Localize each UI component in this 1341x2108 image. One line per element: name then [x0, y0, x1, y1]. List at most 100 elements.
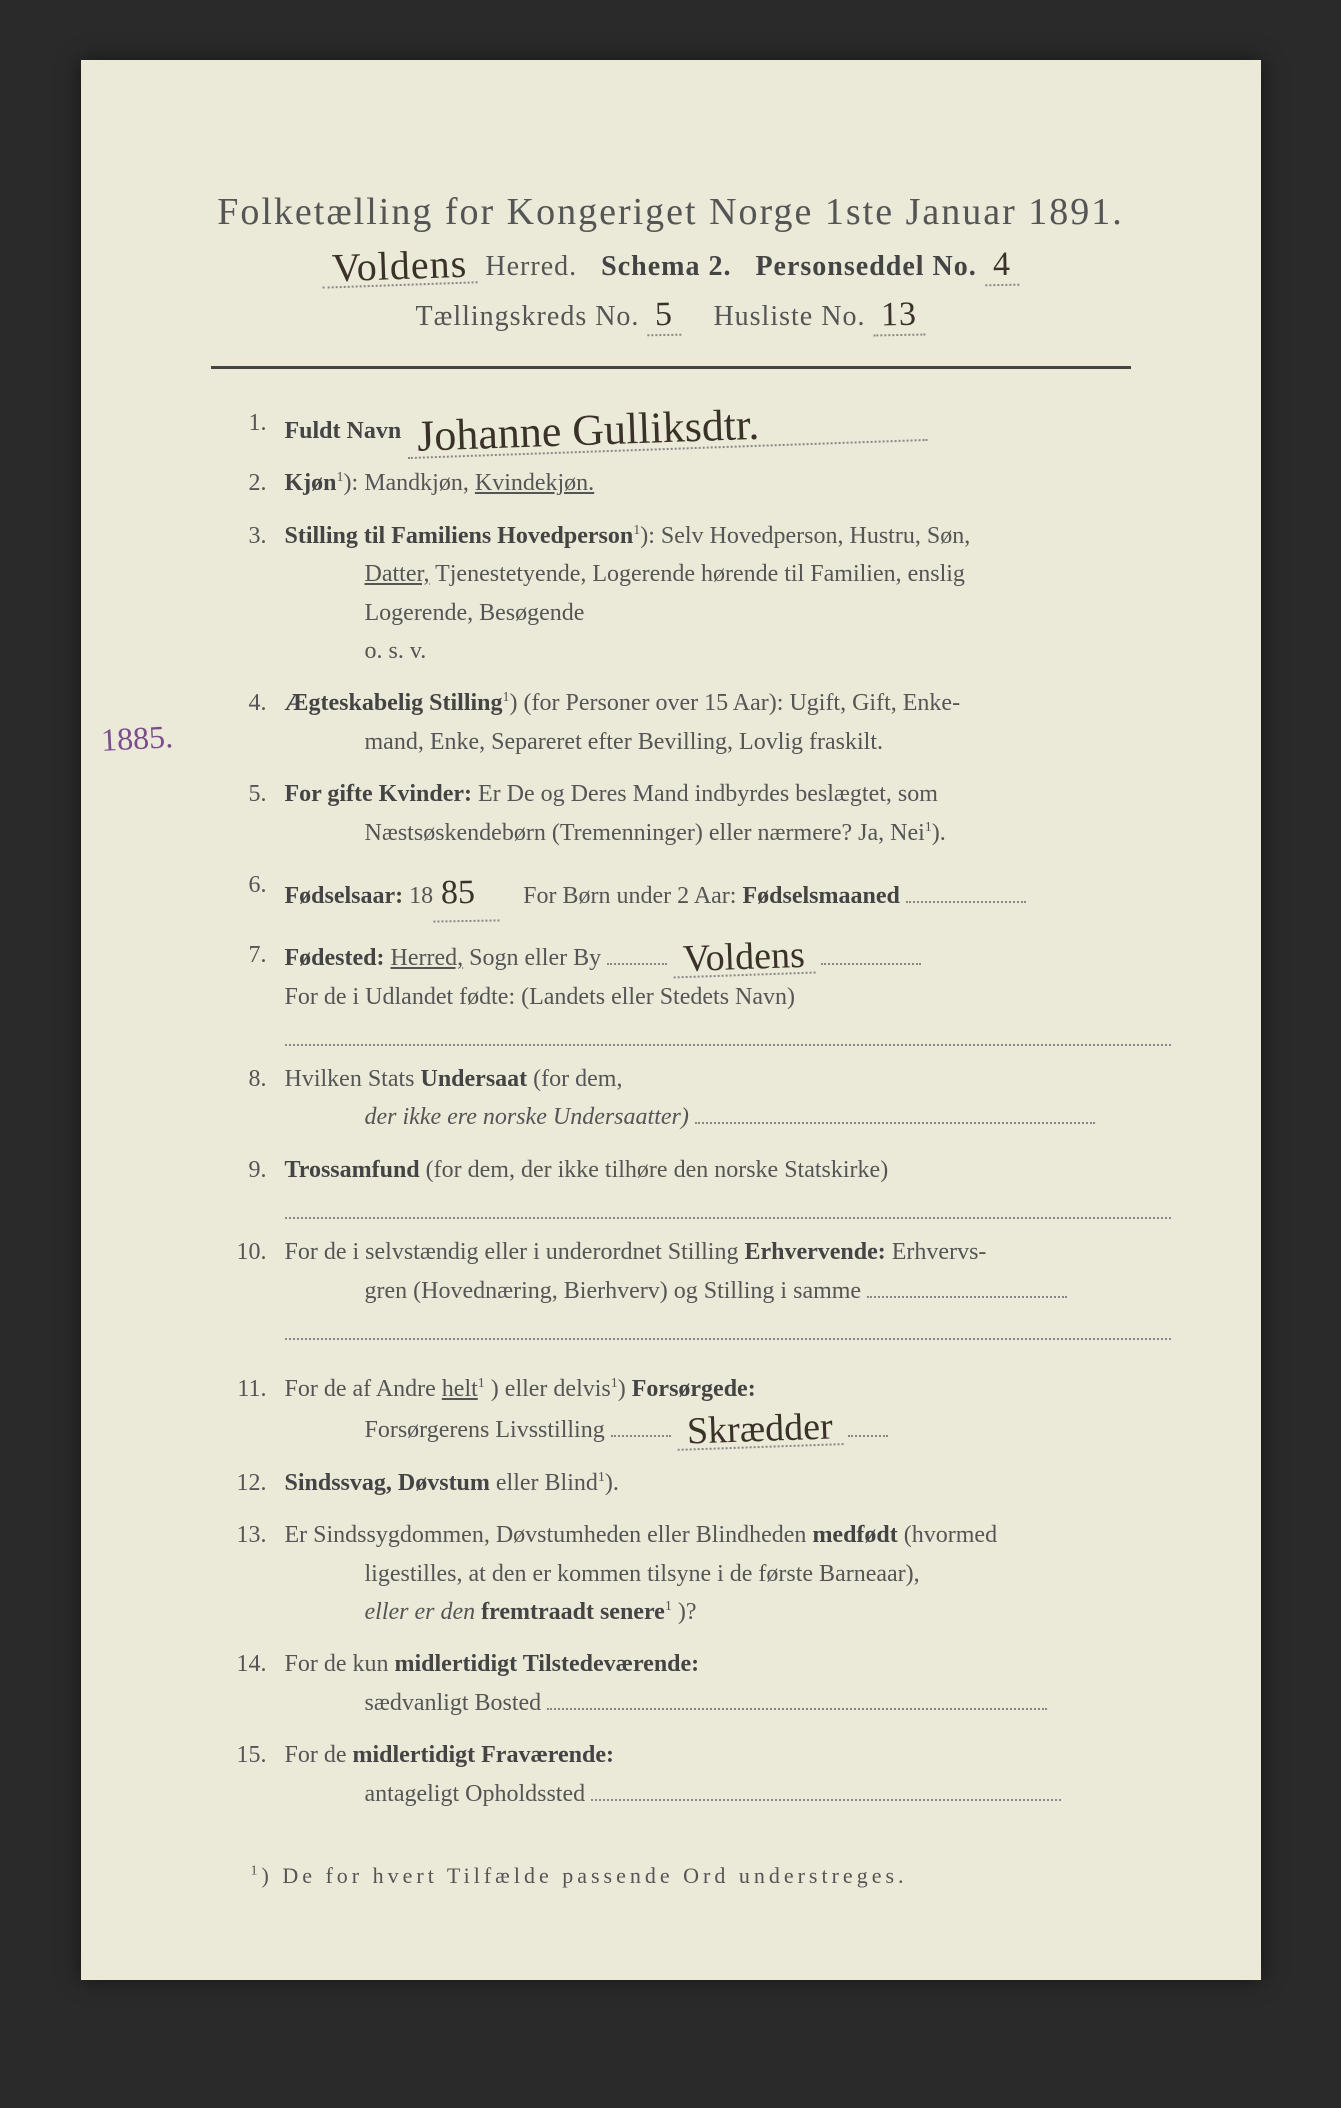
- field-11-blank1: [611, 1435, 671, 1437]
- field-13-text1: Er Sindssygdommen, Døvstumheden eller Bl…: [285, 1522, 813, 1548]
- footnote-sup: 1: [251, 1864, 262, 1879]
- field-8-text1: Hvilken Stats: [285, 1066, 421, 1092]
- field-11-sup1: 1: [478, 1376, 485, 1391]
- field-7-text1: Sogn eller By: [469, 945, 601, 971]
- header-line-2: Voldens Herred. Schema 2. Personseddel N…: [171, 244, 1171, 286]
- field-2: 2. Kjøn1): Mandkjøn, Kvindekjøn.: [221, 464, 1171, 502]
- field-1-value: Johanne Gulliksdtr.: [407, 399, 928, 459]
- field-11-helt: helt: [442, 1376, 478, 1402]
- field-12: 12. Sindssvag, Døvstum eller Blind1).: [221, 1464, 1171, 1502]
- main-title: Folketælling for Kongeriget Norge 1ste J…: [171, 190, 1171, 234]
- field-13-text4: eller er den: [365, 1599, 482, 1625]
- field-5-text1: Er De og Deres Mand indbyrdes beslægtet,…: [478, 781, 938, 807]
- field-2-sup: 1: [337, 470, 344, 485]
- field-13-label2: fremtraadt senere: [481, 1599, 665, 1625]
- field-5-num: 5.: [221, 775, 285, 813]
- field-4: 4. Ægteskabelig Stilling1) (for Personer…: [221, 684, 1171, 761]
- field-4-text2: mand, Enke, Separeret efter Bevilling, L…: [365, 729, 884, 755]
- header-line-3: Tællingskreds No. 5 Husliste No. 13: [171, 296, 1171, 336]
- field-3-line2: Tjenestetyende, Logerende hørende til Fa…: [435, 561, 965, 587]
- field-11-text1: For de af Andre: [285, 1376, 442, 1402]
- field-14-label: midlertidigt Tilstedeværende:: [395, 1651, 700, 1677]
- field-9-label: Trossamfund: [285, 1157, 420, 1183]
- field-6-blank: [906, 901, 1026, 903]
- footnote-text: ) De for hvert Tilfælde passende Ord und…: [262, 1863, 908, 1888]
- field-7-line: [285, 1022, 1171, 1046]
- field-7-num: 7.: [221, 936, 285, 974]
- footnote: 1) De for hvert Tilfælde passende Ord un…: [251, 1863, 1171, 1889]
- field-1: 1. Fuldt Navn Johanne Gulliksdtr.: [221, 404, 1171, 450]
- field-5-label: For gifte Kvinder:: [285, 781, 473, 807]
- field-15-label: midlertidigt Fraværende:: [353, 1742, 615, 1768]
- field-7-blank2: [821, 963, 921, 965]
- field-11-label: Forsørgede:: [632, 1376, 756, 1402]
- form-header: Folketælling for Kongeriget Norge 1ste J…: [171, 190, 1171, 336]
- field-6-label2: Fødselsmaaned: [742, 883, 899, 909]
- field-15-blank: [591, 1799, 1061, 1801]
- field-10: 10. For de i selvstændig eller i underor…: [221, 1233, 1171, 1340]
- field-11: 11. For de af Andre helt1 ) eller delvis…: [221, 1370, 1171, 1450]
- field-11-text2: ) eller delvis: [491, 1376, 611, 1402]
- kreds-label: Tællingskreds No.: [416, 301, 640, 332]
- field-5-sup: 1: [925, 820, 932, 835]
- field-6-text2: For Børn under 2 Aar:: [523, 883, 736, 909]
- field-7-label: Fødested:: [285, 945, 385, 971]
- field-10-text3: gren (Hovednæring, Bierhverv) og Stillin…: [365, 1278, 862, 1304]
- schema-label: Schema 2.: [601, 251, 731, 282]
- field-13-label1: medfødt: [812, 1522, 897, 1548]
- field-2-label: Kjøn: [285, 470, 337, 496]
- husliste-value: 13: [873, 296, 926, 337]
- field-7: 7. Fødested: Herred, Sogn eller By Volde…: [221, 936, 1171, 1046]
- field-4-num: 4.: [221, 684, 285, 722]
- divider-rule: [211, 366, 1131, 369]
- field-13-num: 13.: [221, 1516, 285, 1554]
- field-7-selected: Herred,: [390, 945, 463, 971]
- field-10-num: 10.: [221, 1233, 285, 1271]
- field-7-text2: For de i Udlandet fødte: (Landets eller …: [285, 984, 796, 1010]
- field-11-sup2: 1: [611, 1376, 618, 1391]
- field-14-text2: sædvanligt Bosted: [365, 1690, 542, 1716]
- field-7-blank1: [607, 963, 667, 965]
- field-8-text2: (for dem,: [533, 1066, 622, 1092]
- field-9-line: [285, 1195, 1171, 1219]
- field-6-year: 85: [433, 865, 500, 923]
- field-6-prefix: 18: [409, 883, 433, 909]
- field-4-text1: (for Personer over 15 Aar): Ugift, Gift,…: [524, 690, 961, 716]
- field-9-text: (for dem, der ikke tilhøre den norske St…: [426, 1157, 889, 1183]
- field-15-text1: For de: [285, 1742, 353, 1768]
- personseddel-value: 4: [984, 246, 1019, 287]
- field-3-num: 3.: [221, 517, 285, 555]
- field-2-num: 2.: [221, 464, 285, 502]
- field-12-num: 12.: [221, 1464, 285, 1502]
- field-13-text5: )?: [678, 1599, 697, 1625]
- field-12-label: Sindssvag, Døvstum: [285, 1470, 490, 1496]
- field-3: 3. Stilling til Familiens Hovedperson1):…: [221, 517, 1171, 671]
- field-8-label: Undersaat: [421, 1066, 528, 1092]
- field-14: 14. For de kun midlertidigt Tilstedevære…: [221, 1645, 1171, 1722]
- field-12-sup: 1: [598, 1470, 605, 1485]
- field-2-options: Mandkjøn,: [364, 470, 475, 496]
- field-14-text1: For de kun: [285, 1651, 395, 1677]
- form-fields: 1. Fuldt Navn Johanne Gulliksdtr. 2. Kjø…: [221, 404, 1171, 1813]
- field-14-blank: [547, 1708, 1047, 1710]
- field-8-blank: [695, 1122, 1095, 1124]
- field-7-value: Voldens: [673, 938, 816, 979]
- field-10-label: Erhvervende:: [744, 1239, 885, 1265]
- kreds-value: 5: [647, 296, 682, 337]
- field-6-num: 6.: [221, 866, 285, 904]
- field-10-text2: Erhvervs-: [892, 1239, 987, 1265]
- field-9-num: 9.: [221, 1151, 285, 1189]
- field-15: 15. For de midlertidigt Fraværende: anta…: [221, 1736, 1171, 1813]
- field-15-text2: antageligt Opholdssted: [365, 1781, 586, 1807]
- field-14-num: 14.: [221, 1645, 285, 1683]
- census-form-page: 1885. Folketælling for Kongeriget Norge …: [81, 60, 1261, 1980]
- field-11-value: Skrædder: [676, 1410, 843, 1452]
- field-1-label: Fuldt Navn: [285, 418, 402, 444]
- field-9: 9. Trossamfund (for dem, der ikke tilhør…: [221, 1151, 1171, 1219]
- herred-label: Herred.: [485, 251, 577, 282]
- field-8-text3: der ikke ere norske Undersaatter): [365, 1104, 689, 1130]
- field-10-blank: [867, 1296, 1067, 1298]
- field-13-sup: 1: [665, 1599, 672, 1614]
- field-4-sup: 1: [503, 690, 510, 705]
- field-13: 13. Er Sindssygdommen, Døvstumheden elle…: [221, 1516, 1171, 1631]
